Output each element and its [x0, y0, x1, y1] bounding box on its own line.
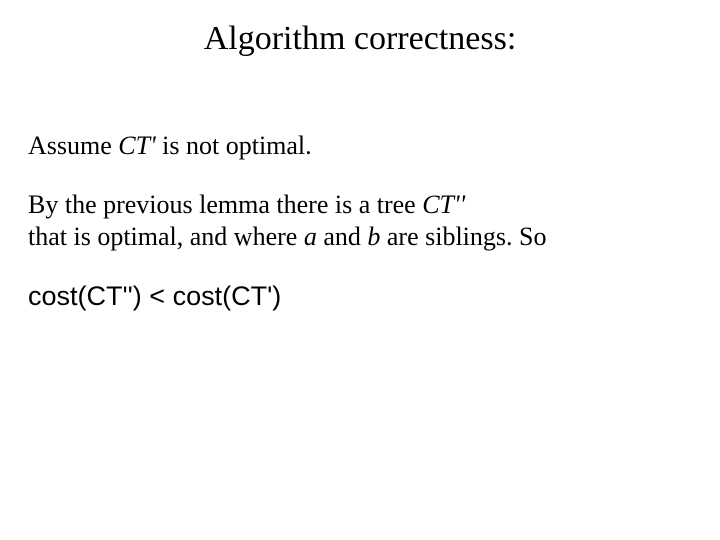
p2-var-b: b [367, 222, 380, 251]
paragraph-2: By the previous lemma there is a tree CT… [28, 189, 688, 254]
p2-text-a: By the previous lemma there is a tree [28, 190, 422, 219]
p1-text-a: Assume [28, 131, 118, 160]
p2-text-e: and [317, 222, 368, 251]
p1-ct-prime: CT' [118, 131, 155, 160]
slide-body: Assume CT' is not optimal. By the previo… [28, 130, 688, 339]
slide-title: Algorithm correctness: [0, 20, 720, 58]
p2-text-c: that is optimal, and where [28, 222, 304, 251]
p2-ct-double-prime: CT'' [422, 190, 465, 219]
cost-inequality: cost(CT'') < cost(CT') [28, 280, 688, 314]
p2-var-a: a [304, 222, 317, 251]
p1-text-c: is not optimal. [156, 131, 312, 160]
p2-text-g: are siblings. So [380, 222, 546, 251]
paragraph-1: Assume CT' is not optimal. [28, 130, 688, 163]
slide: Algorithm correctness: Assume CT' is not… [0, 0, 720, 540]
